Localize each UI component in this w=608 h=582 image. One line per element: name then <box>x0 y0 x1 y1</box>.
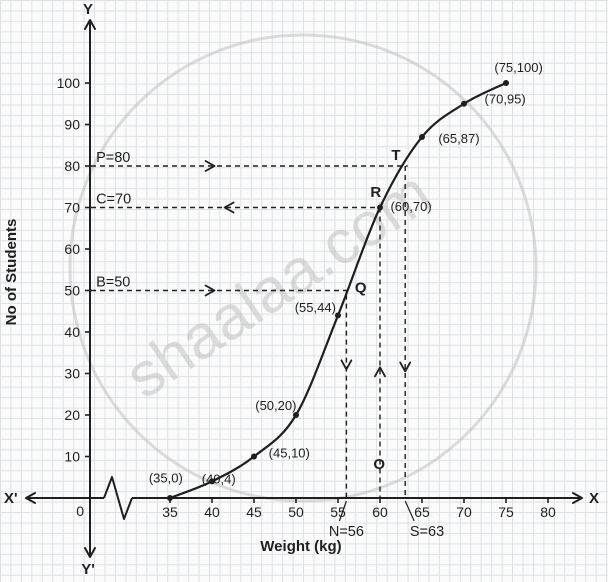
point-label: (45,10) <box>269 446 310 461</box>
y-axis-title: No of Students <box>3 219 20 326</box>
y-tick-label: 20 <box>64 407 80 423</box>
h-guide-label: B=50 <box>96 275 130 291</box>
data-point <box>293 412 299 418</box>
x-tick-label: 55 <box>330 504 346 520</box>
x-tick-label: 40 <box>204 504 220 520</box>
curve-label: O <box>373 456 385 473</box>
axis-break-zigzag <box>103 476 133 520</box>
y-axis-end-label: Y <box>83 1 93 18</box>
x-tick-label: 35 <box>162 504 178 520</box>
x-tick-label: 45 <box>246 504 262 520</box>
point-label: (40,4) <box>202 471 236 486</box>
data-points <box>167 80 509 501</box>
curve-label: Q <box>355 280 367 297</box>
x-axis-title: Weight (kg) <box>260 538 341 555</box>
y-tick-label: 50 <box>64 283 80 299</box>
point-label: (55,44) <box>295 300 336 315</box>
x-tick-label: 80 <box>540 504 556 520</box>
y-tick-label: 10 <box>64 449 80 465</box>
origin-label: 0 <box>76 503 84 519</box>
data-point <box>461 100 467 107</box>
arrowhead-down <box>84 547 96 558</box>
data-point <box>419 133 425 140</box>
v-guide-leader <box>404 500 415 522</box>
data-point <box>503 80 509 86</box>
arrowhead-up <box>374 366 386 378</box>
x-neg-axis-end-label: X' <box>4 490 18 507</box>
arrowhead-right <box>204 284 216 297</box>
arrowhead-up <box>84 19 96 30</box>
y-neg-axis-end-label: Y' <box>81 561 95 578</box>
arrowhead-left <box>25 492 36 504</box>
x-tick-label: 50 <box>288 504 304 520</box>
arrowhead-down <box>340 359 353 371</box>
point-label: (60,70) <box>390 199 431 214</box>
arrowhead-left <box>223 201 235 214</box>
data-point <box>377 204 383 211</box>
y-tick-label: 70 <box>64 200 80 216</box>
data-point <box>251 453 257 460</box>
curve-label: R <box>370 184 381 201</box>
point-label: (50,20) <box>255 398 296 413</box>
v-guide-leader <box>338 500 347 522</box>
x-tick-label: 70 <box>456 504 472 520</box>
data-point <box>209 478 215 485</box>
h-guide-label: P=80 <box>96 150 130 166</box>
h-guide-label: C=70 <box>96 192 131 208</box>
y-tick-label: 90 <box>64 117 80 133</box>
point-label: (70,95) <box>485 91 526 106</box>
x-tick-label: 75 <box>498 504 514 520</box>
watermark-circle <box>68 33 538 503</box>
point-label: (35,0) <box>149 471 183 486</box>
v-guide-label: S=63 <box>410 524 444 540</box>
data-point <box>335 312 341 319</box>
axis-labels: Y Y' X X' 0 Weight (kg) No of Students <box>3 1 599 578</box>
x-axis-end-label: X <box>589 490 599 507</box>
y-tick-label: 80 <box>64 158 80 174</box>
y-tick-label: 100 <box>57 75 81 91</box>
ticks <box>85 82 549 503</box>
construction-lines: P=80 C=70 B=50 N=56 S=63 <box>91 150 444 540</box>
x-tick-label: 60 <box>372 504 388 520</box>
arrowhead-down <box>399 361 412 373</box>
y-tick-label: 30 <box>64 366 80 382</box>
y-tick-label: 40 <box>64 324 80 340</box>
labels: (35,0) (40,4) (45,10) (50,20) (55,44) (60,70)… <box>149 60 543 487</box>
arrowhead-right <box>204 160 216 172</box>
point-label: (65,87) <box>438 131 479 146</box>
x-tick-label: 65 <box>414 504 430 520</box>
y-tick-label: 60 <box>64 241 80 257</box>
arrowhead-right <box>572 492 583 504</box>
tick-labels: 35 40 45 50 55 60 65 70 75 80 10 20 30 40 50 60 70 80 90 10… <box>57 75 556 520</box>
point-label: (75,100) <box>494 60 542 75</box>
v-guide-label: N=56 <box>329 524 364 540</box>
curve-label: T <box>391 147 400 164</box>
